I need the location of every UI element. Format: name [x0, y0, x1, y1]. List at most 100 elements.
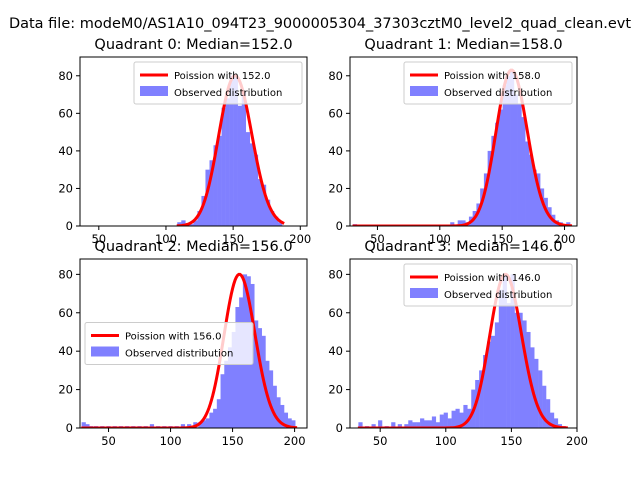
- hist-bar: [233, 77, 238, 226]
- hist-bar: [502, 274, 507, 428]
- hist-bar: [189, 224, 194, 226]
- hist-bar: [483, 355, 488, 428]
- hist-bar: [213, 145, 218, 226]
- hist-bar: [378, 420, 383, 428]
- plot-area: [352, 68, 573, 226]
- x-tick-label: 50: [370, 232, 385, 246]
- legend: Poission with 158.0 Observed distribution: [403, 61, 573, 105]
- axes-frame: [79, 56, 308, 227]
- legend-label: Poission with 156.0: [125, 332, 221, 343]
- y-tick-label: 60: [328, 106, 343, 120]
- x-tick-label: 150: [222, 232, 244, 246]
- hist-bar: [221, 107, 226, 226]
- hist-bar: [229, 75, 234, 226]
- legend-box: [403, 263, 573, 307]
- hist-bar: [235, 307, 240, 428]
- hist-bar: [479, 370, 484, 428]
- hist-bar: [491, 135, 496, 226]
- y-tick-label: 60: [58, 106, 73, 120]
- legend: Poission with 152.0 Observed distribution: [133, 61, 303, 105]
- hist-bar: [463, 404, 468, 428]
- legend-label: Poission with 158.0: [444, 71, 540, 82]
- hist-bar: [273, 216, 279, 226]
- hist-bar: [149, 424, 155, 428]
- hist-bar: [447, 418, 452, 428]
- hist-bar: [490, 335, 496, 428]
- axes-frame: [79, 258, 308, 429]
- y-tick-label: 80: [58, 267, 73, 281]
- hist-bar: [180, 424, 186, 428]
- hist-bar: [546, 399, 551, 428]
- hist-bar: [457, 220, 462, 226]
- hist-bar: [209, 160, 214, 226]
- hist-bar: [525, 141, 530, 226]
- hist-bar: [193, 220, 198, 226]
- legend: Poission with 156.0 Observed distribution: [84, 322, 254, 365]
- legend-hist-swatch: [140, 86, 168, 96]
- hist-bar: [198, 422, 203, 428]
- legend-label: Poission with 146.0: [444, 273, 540, 284]
- hist-bar: [358, 422, 363, 428]
- y-tick-label: 80: [328, 69, 343, 83]
- hist-bar: [461, 220, 466, 226]
- hist-bar: [549, 412, 555, 428]
- hist-bar: [424, 420, 429, 428]
- x-tick-label: 150: [500, 434, 522, 448]
- x-tick-label: 50: [101, 434, 116, 448]
- hist-bar: [225, 98, 230, 226]
- hist-bar: [455, 408, 460, 428]
- x-tick-label: 200: [566, 434, 588, 448]
- poisson-line: [352, 68, 573, 226]
- hist-bar: [542, 385, 547, 428]
- poisson-line: [357, 272, 568, 428]
- hist-bar: [450, 222, 455, 226]
- legend-label: Observed distribution: [444, 290, 552, 301]
- hist-bar: [483, 173, 489, 226]
- y-tick-label: 0: [66, 219, 73, 233]
- x-tick-label: 50: [91, 232, 106, 246]
- hist-bar: [538, 370, 543, 428]
- hist-bar: [201, 420, 207, 428]
- hist-bar: [408, 420, 413, 428]
- hist-bar: [253, 154, 259, 226]
- hist-bar: [220, 374, 225, 428]
- y-tick-label: 0: [336, 421, 343, 435]
- y-tick-label: 40: [328, 144, 343, 158]
- figure-suptitle: Data file: modeM0/AS1A10_094T23_90000053…: [9, 16, 631, 32]
- hist-bar: [443, 412, 448, 428]
- hist-bar: [534, 358, 539, 428]
- hist-bar: [257, 328, 262, 428]
- hist-bar: [276, 397, 281, 428]
- y-tick-label: 40: [58, 344, 73, 358]
- plot-area: [176, 74, 285, 226]
- hist-bar: [249, 143, 255, 226]
- hist-bar: [480, 188, 485, 226]
- hist-bar: [217, 135, 222, 226]
- panel-2: 50 100 150 200 0 20 40 60 80 Quadrant 2: Median=1…: [58, 239, 308, 448]
- hist-bar: [495, 122, 500, 226]
- y-tick-label: 20: [328, 181, 343, 195]
- legend-box: [403, 61, 573, 105]
- plot-area: [357, 272, 568, 428]
- hist-bar: [487, 150, 492, 226]
- legend-label: Observed distribution: [444, 88, 552, 99]
- hist-bar: [416, 422, 421, 428]
- hist-bar: [85, 424, 90, 428]
- x-tick-label: 150: [222, 434, 244, 448]
- hist-bar: [277, 222, 283, 226]
- hist-bar: [272, 385, 277, 428]
- hist-bar: [540, 188, 545, 226]
- y-tick-label: 40: [328, 344, 343, 358]
- panel-title: Quadrant 0: Median=152.0: [94, 37, 292, 53]
- hist-bar: [201, 195, 206, 226]
- hist-bar: [435, 422, 441, 428]
- hist-bar: [257, 179, 263, 226]
- hist-bar: [404, 424, 409, 428]
- y-tick-label: 80: [328, 267, 343, 281]
- panel-title: Quadrant 2: Median=156.0: [94, 239, 292, 255]
- x-tick-label: 150: [491, 232, 513, 246]
- hist-bar: [439, 414, 444, 428]
- x-tick-label: 100: [160, 434, 182, 448]
- hist-bar: [536, 173, 541, 226]
